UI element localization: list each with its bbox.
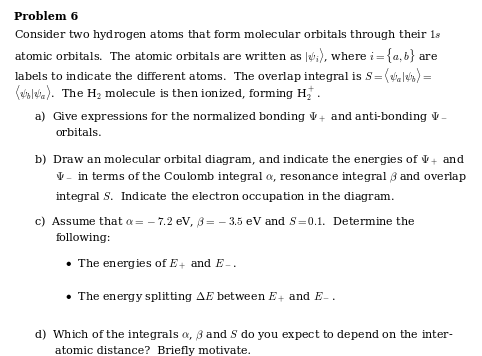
Text: Consider two hydrogen atoms that form molecular orbitals through their $1s$: Consider two hydrogen atoms that form mo… — [14, 28, 442, 42]
Text: $\langle\psi_b|\psi_a\rangle$.  The H$_2$ molecule is then ionized, forming H$_2: $\langle\psi_b|\psi_a\rangle$. The H$_2$… — [14, 84, 321, 103]
Text: atomic orbitals.  The atomic orbitals are written as $|\psi_i\rangle$, where $i : atomic orbitals. The atomic orbitals are… — [14, 47, 439, 66]
Text: c)  Assume that $\alpha = -7.2$ eV, $\beta = -3.5$ eV and $S = 0.1$.  Determine : c) Assume that $\alpha = -7.2$ eV, $\bet… — [34, 215, 415, 230]
Text: following:: following: — [55, 233, 111, 243]
Text: d)  Which of the integrals $\alpha$, $\beta$ and $S$ do you expect to depend on : d) Which of the integrals $\alpha$, $\be… — [34, 328, 453, 343]
Text: atomic distance?  Briefly motivate.: atomic distance? Briefly motivate. — [55, 346, 252, 356]
Text: a)  Give expressions for the normalized bonding $\Psi_+$ and anti-bonding $\Psi_: a) Give expressions for the normalized b… — [34, 109, 448, 124]
Text: orbitals.: orbitals. — [55, 127, 102, 137]
Text: labels to indicate the different atoms.  The overlap integral is $S = \langle\ps: labels to indicate the different atoms. … — [14, 66, 433, 84]
Text: Problem 6: Problem 6 — [14, 11, 79, 22]
Text: $\Psi_-$ in terms of the Coulomb integral $\alpha$, resonance integral $\beta$ a: $\Psi_-$ in terms of the Coulomb integra… — [55, 171, 468, 185]
Text: integral $S$.  Indicate the electron occupation in the diagram.: integral $S$. Indicate the electron occu… — [55, 189, 395, 204]
Text: $\bullet$  The energies of $E_+$ and $E_-$.: $\bullet$ The energies of $E_+$ and $E_-… — [65, 257, 237, 271]
Text: b)  Draw an molecular orbital diagram, and indicate the energies of $\Psi_+$ and: b) Draw an molecular orbital diagram, an… — [34, 152, 465, 167]
Text: $\bullet$  The energy splitting $\Delta E$ between $E_+$ and $E_-$.: $\bullet$ The energy splitting $\Delta E… — [65, 290, 335, 304]
